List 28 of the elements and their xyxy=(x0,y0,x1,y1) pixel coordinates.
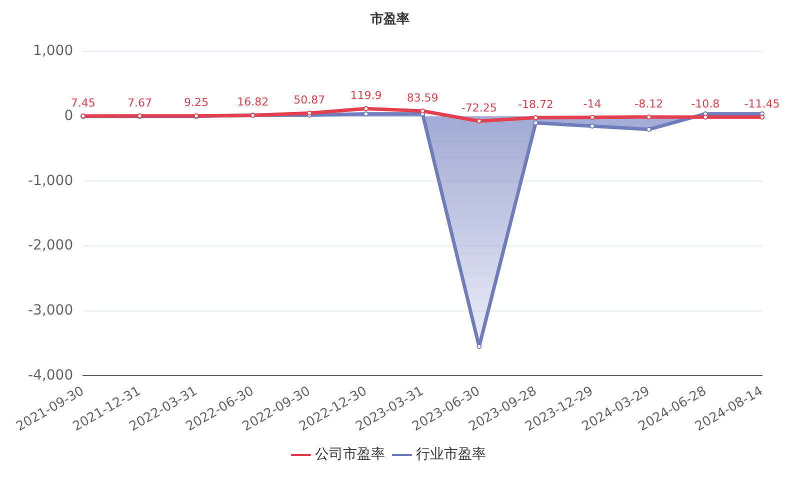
y-tick-label: 1,000 xyxy=(33,43,74,60)
data-label: -10.8 xyxy=(691,97,720,110)
data-label: -8.12 xyxy=(634,97,664,110)
y-tick-label: -1,000 xyxy=(28,172,74,189)
y-tick-label: 0 xyxy=(64,108,74,124)
data-label: 119.9 xyxy=(350,89,382,102)
data-label: 16.82 xyxy=(237,96,269,109)
point xyxy=(646,114,652,120)
chart-title: 市盈率 xyxy=(370,11,410,28)
data-label: 7.67 xyxy=(127,96,152,110)
data-label: 50.87 xyxy=(294,93,326,106)
data-label: -14 xyxy=(583,98,602,111)
data-label: 7.45 xyxy=(70,96,96,110)
legend-label: 行业市盈率 xyxy=(416,446,486,463)
y-tick-label: -3,000 xyxy=(28,302,74,319)
data-label: -11.45 xyxy=(744,98,780,111)
point xyxy=(476,118,482,124)
point xyxy=(760,114,764,120)
data-label: -72.25 xyxy=(461,101,497,114)
data-label: 83.59 xyxy=(406,91,438,104)
y-tick-label: -2,000 xyxy=(28,238,74,254)
data-label: 9.25 xyxy=(184,96,209,110)
point xyxy=(420,108,426,114)
point xyxy=(590,114,595,120)
data-label: -18.72 xyxy=(518,98,554,111)
y-tick-label: -4,000 xyxy=(28,367,74,384)
legend-label: 公司市盈率 xyxy=(315,446,385,463)
point xyxy=(533,115,538,120)
